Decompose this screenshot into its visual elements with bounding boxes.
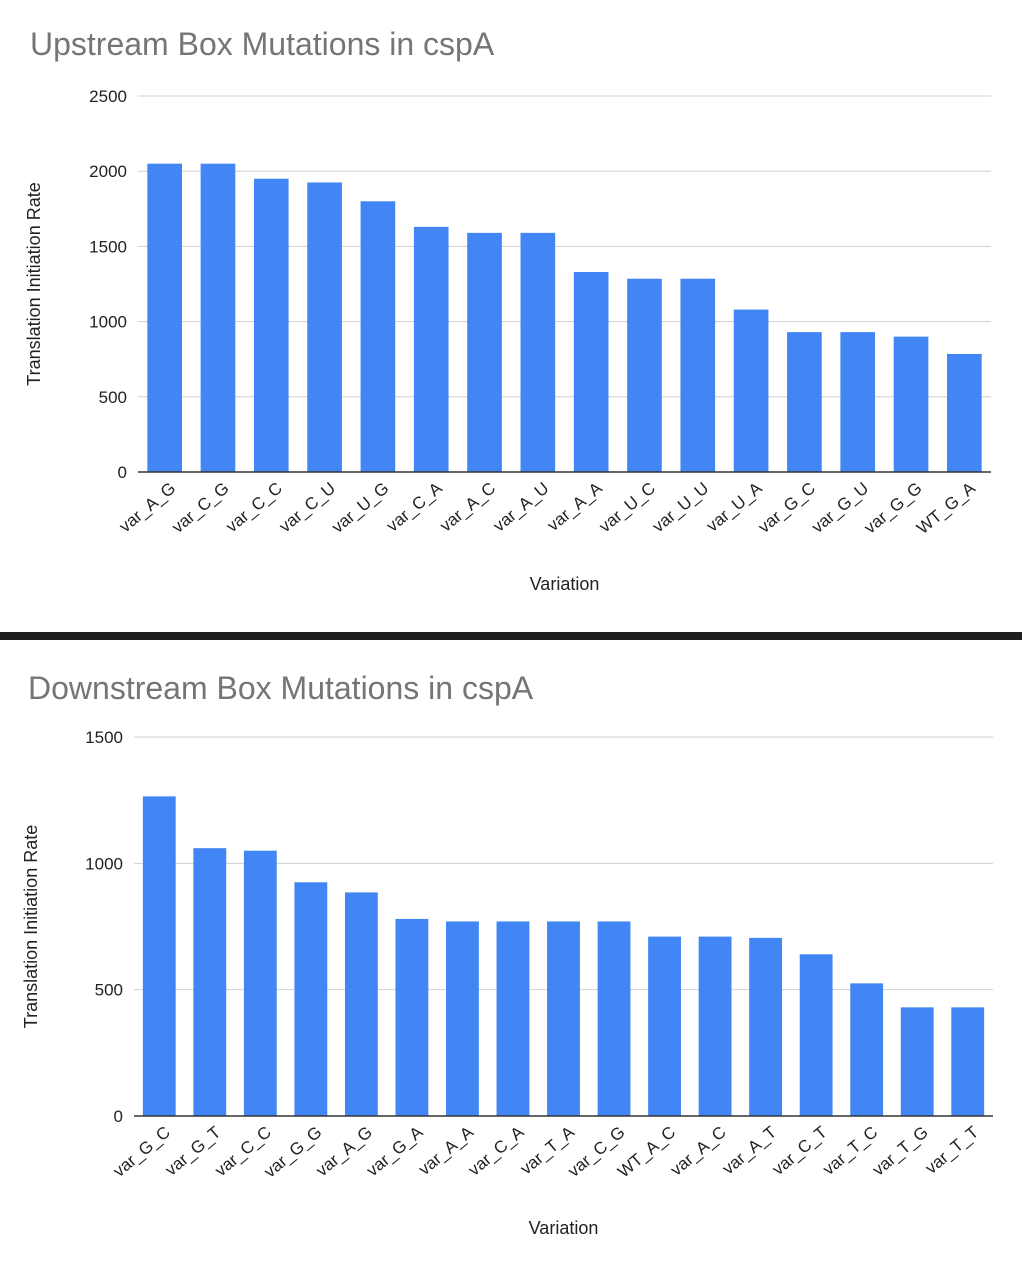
panel-divider — [0, 632, 1022, 640]
bar — [360, 201, 396, 472]
x-tick-label: var_C_A — [383, 478, 446, 535]
y-tick-label: 0 — [114, 1107, 123, 1126]
x-tick-label: var_C_G — [168, 479, 232, 537]
bar — [200, 163, 236, 472]
downstream-bar-chart: 050010001500var_G_Cvar_G_Tvar_C_Cvar_G_G… — [21, 728, 993, 1238]
bar — [253, 178, 289, 472]
x-tick-label: WT_A_C — [614, 1123, 679, 1182]
bar — [142, 796, 176, 1116]
bar — [467, 232, 502, 472]
bar — [787, 332, 822, 472]
x-tick-label: var_A_T — [719, 1123, 780, 1179]
bar — [193, 848, 227, 1116]
y-tick-label: 0 — [118, 463, 127, 482]
bar — [749, 937, 783, 1116]
bar — [900, 1007, 934, 1116]
x-axis-title: Variation — [529, 1218, 599, 1238]
y-axis-title: Translation Initiation Rate — [24, 182, 44, 385]
bar — [344, 892, 378, 1116]
bar — [680, 278, 716, 472]
x-tick-label: var_G_G — [861, 479, 926, 538]
bar — [698, 936, 732, 1116]
bar — [446, 921, 479, 1116]
chart-title: Downstream Box Mutations in cspA — [28, 670, 534, 706]
upstream-chart-panel: Upstream Box Mutations in cspA 0 500 1000 1… — [0, 0, 1022, 632]
bar — [147, 163, 182, 472]
x-tick-label: var_A_U — [490, 479, 553, 536]
bar — [520, 232, 556, 472]
bar — [947, 353, 982, 472]
bar — [395, 918, 429, 1116]
bar — [840, 332, 876, 472]
upstream-bar-chart: 05001000150020002500var_A_Gvar_C_Gvar_C_… — [24, 87, 991, 594]
x-tick-label: var_U_A — [703, 478, 766, 535]
bar — [733, 309, 769, 472]
x-tick-label: var_G_U — [808, 479, 872, 537]
bar — [413, 226, 449, 472]
x-tick-label: var_U_C — [595, 479, 659, 537]
y-tick-label: 1500 — [85, 728, 123, 747]
x-tick-label: var_C_A — [465, 1122, 528, 1179]
x-tick-label: var_A_C — [436, 479, 499, 536]
bar — [627, 278, 662, 472]
x-tick-label: var_G_C — [110, 1123, 174, 1181]
bar — [573, 271, 609, 472]
x-tick-label: var_A_G — [116, 479, 180, 537]
bar — [799, 954, 833, 1116]
x-tick-label: var_G_A — [363, 1122, 427, 1180]
y-tick-label: 1000 — [89, 313, 127, 332]
x-tick-label: var_T_C — [819, 1123, 881, 1179]
x-tick-label: var_C_T — [769, 1123, 831, 1179]
y-tick-label: 2000 — [89, 162, 127, 181]
bar — [850, 983, 884, 1116]
bar — [307, 182, 342, 473]
bar — [547, 921, 580, 1116]
y-axis-title: Translation Initiation Rate — [21, 825, 41, 1028]
bar — [951, 1007, 985, 1116]
bar — [243, 850, 277, 1116]
x-tick-label: var_G_G — [260, 1123, 325, 1182]
x-tick-label: var_G_C — [755, 479, 819, 537]
x-tick-label: var_T_G — [869, 1123, 932, 1180]
x-axis-title: Variation — [530, 574, 600, 594]
y-tick-label: 500 — [95, 981, 123, 1000]
y-tick-label: 1000 — [85, 854, 123, 873]
y-tick-label: 1500 — [89, 237, 127, 256]
x-tick-label: WT_G_A — [913, 478, 979, 538]
x-tick-label: var_T_T — [922, 1123, 983, 1178]
bar — [294, 882, 328, 1116]
x-tick-label: var_A_G — [312, 1123, 376, 1181]
y-tick-label: 2500 — [89, 87, 127, 106]
x-tick-label: var_U_U — [649, 479, 713, 537]
bar — [893, 336, 929, 472]
bar — [648, 936, 681, 1116]
x-tick-label: var_A_C — [667, 1123, 730, 1180]
bar — [597, 921, 631, 1116]
x-tick-label: var_C_C — [222, 479, 286, 537]
y-tick-label: 500 — [99, 388, 127, 407]
bar — [496, 921, 530, 1116]
downstream-chart-panel: Downstream Box Mutations in cspA 0 500 100… — [0, 640, 1022, 1272]
x-tick-label: var_C_U — [276, 479, 340, 537]
chart-title: Upstream Box Mutations in cspA — [30, 26, 495, 62]
x-tick-label: var_A_A — [544, 478, 607, 535]
x-tick-label: var_U_G — [328, 479, 392, 537]
